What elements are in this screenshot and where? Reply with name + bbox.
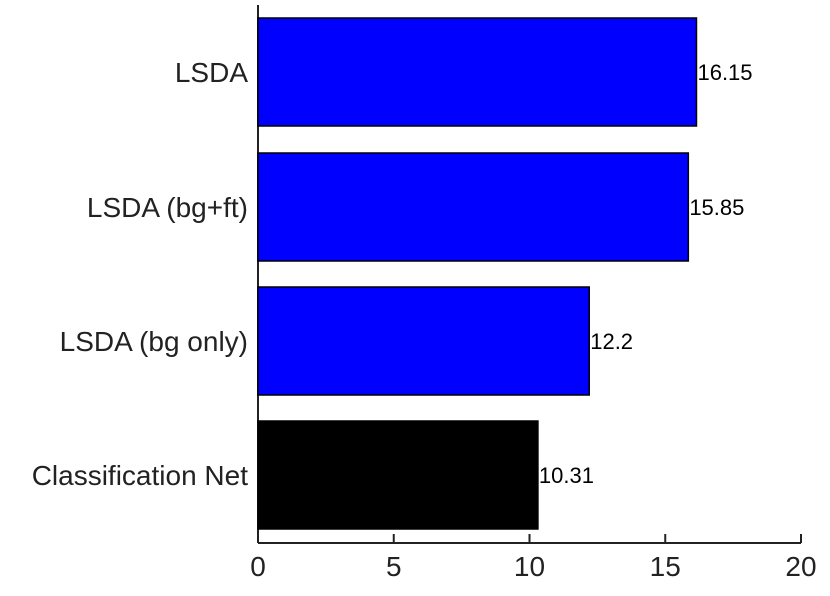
x-ticks-layer: 0 5 10 15 20: [250, 534, 817, 582]
category-label-3: Classification Net: [32, 460, 249, 491]
value-label-1: 15.85: [689, 195, 744, 220]
bar-3: [257, 420, 539, 530]
x-tick-label-2: 10: [514, 551, 545, 582]
value-label-3: 10.31: [539, 463, 594, 488]
bar-0: [257, 17, 698, 127]
value-label-2: 12.2: [590, 329, 633, 354]
bar-1: [257, 152, 690, 262]
x-tick-label-4: 20: [785, 551, 816, 582]
bars-layer: LSDA 16.15 LSDA (bg+ft) 15.85 LSDA (bg only)…: [32, 17, 753, 530]
category-label-2: LSDA (bg only): [60, 326, 248, 357]
x-tick-label-3: 15: [650, 551, 681, 582]
category-label-0: LSDA: [175, 57, 248, 88]
bar-2: [257, 286, 590, 396]
category-label-1: LSDA (bg+ft): [87, 192, 248, 223]
value-label-0: 16.15: [697, 60, 752, 85]
x-tick-label-0: 0: [250, 551, 266, 582]
x-tick-label-1: 5: [386, 551, 402, 582]
